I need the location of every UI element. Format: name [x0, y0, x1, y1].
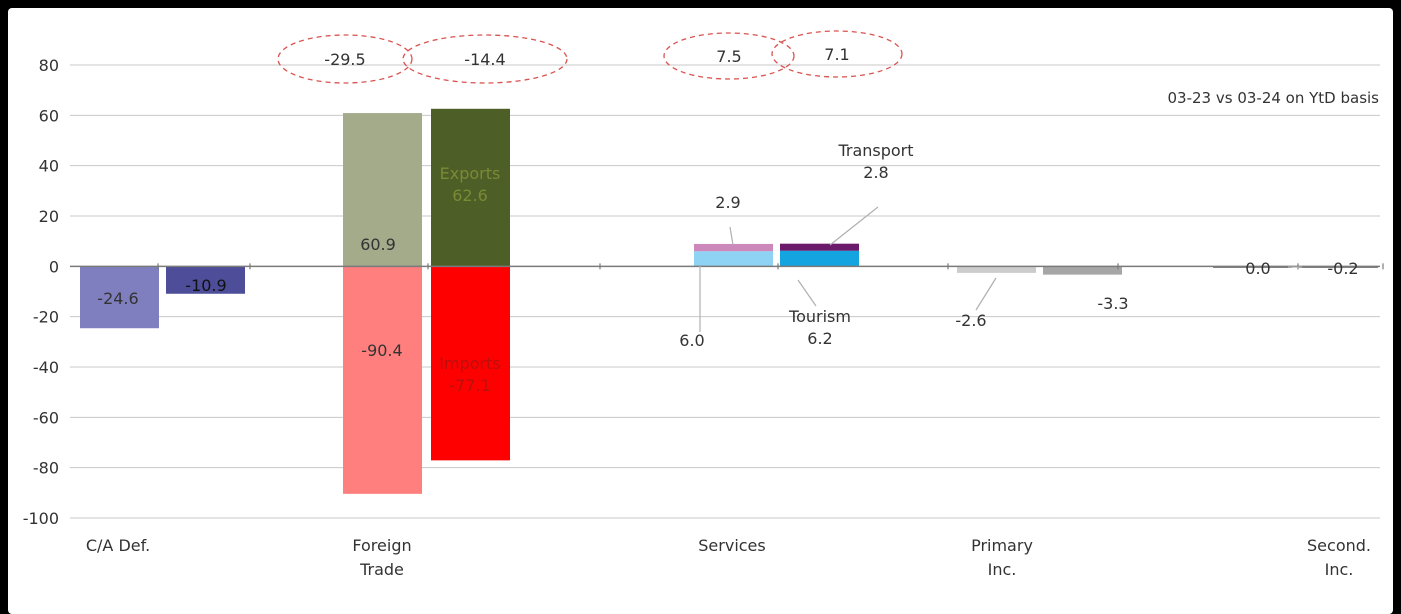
data-label-tourism-2024: 6.2 [807, 329, 832, 348]
y-tick-label: 80 [39, 56, 59, 75]
data-label-transport-2024: 2.8 [863, 163, 888, 182]
y-tick-label: -40 [33, 358, 59, 377]
balance-annotation-ellipse [402, 34, 568, 84]
y-tick-label: -100 [23, 509, 59, 528]
bar-segment [166, 266, 245, 294]
leader-line [975, 277, 997, 311]
data-label-tourism-2023: 6.0 [679, 331, 704, 350]
balance-of-payments-chart: 80 60 40 20 0 -20 -40 -60 -80 -100 03-23 vs 03-24 … [23, 30, 1384, 579]
balance-annotation-label: 7.5 [716, 47, 741, 66]
data-label-transport-2023: 2.9 [715, 193, 740, 212]
data-label-exports-2023: 60.9 [360, 235, 396, 254]
data-label-imports-2023: -90.4 [361, 341, 402, 360]
chart-subtitle: 03-23 vs 03-24 on YtD basis [1168, 89, 1380, 107]
category-label: Foreign [352, 536, 411, 555]
bar-segment [431, 108, 510, 267]
data-label-imports-2024: Imports [439, 354, 500, 373]
bar-segment [780, 250, 859, 267]
chart-frame: 80 60 40 20 0 -20 -40 -60 -80 -100 03-23 vs 03-24 … [8, 8, 1393, 614]
data-label-imports-2024: -77.1 [449, 376, 490, 395]
category-label: Second. [1307, 536, 1371, 555]
y-tick-label: -60 [33, 408, 59, 427]
data-label-exports-2024: 62.6 [452, 186, 488, 205]
data-label-exports-2024: Exports [440, 164, 501, 183]
data-label-transport-2024: Transport [837, 141, 913, 160]
bar-segment [957, 266, 1036, 273]
data-label-secondary-2024: -0.2 [1327, 259, 1358, 278]
balance-annotation-label: -14.4 [464, 50, 505, 69]
data-label-primary-2023: -2.6 [955, 311, 986, 330]
balance-annotation-ellipse [771, 30, 903, 78]
y-tick-label: 40 [39, 157, 59, 176]
data-label-tourism-2024: Tourism [788, 307, 851, 326]
y-tick-label: -80 [33, 459, 59, 478]
y-tick-label: 60 [39, 106, 59, 125]
bar-segment [80, 266, 159, 329]
category-label: Primary [971, 536, 1033, 555]
leader-line [829, 206, 879, 246]
leader-line [797, 279, 817, 307]
bar-segment [1043, 266, 1122, 275]
data-label-secondary-2023: 0.0 [1245, 259, 1270, 278]
balance-annotation-label: 7.1 [824, 45, 849, 64]
category-label: Trade [359, 560, 404, 579]
category-label: Inc. [988, 560, 1017, 579]
bar-segment [343, 113, 422, 267]
bar-segment [694, 251, 773, 267]
data-label-ca-2024: -10.9 [185, 276, 226, 295]
category-label: C/A Def. [86, 536, 150, 555]
balance-annotation-ellipse [277, 34, 413, 84]
y-tick-label: -20 [33, 308, 59, 327]
balance-annotation-ellipse [663, 32, 795, 80]
leader-line [729, 226, 734, 246]
data-label-primary-2024: -3.3 [1097, 294, 1128, 313]
bar-segment [431, 266, 510, 461]
y-tick-label: 20 [39, 207, 59, 226]
category-label: Services [698, 536, 765, 555]
bar-segment [780, 243, 859, 251]
balance-annotation-label: -29.5 [324, 50, 365, 69]
bar-segment [694, 243, 773, 252]
category-label: Inc. [1325, 560, 1354, 579]
bar-segment [343, 266, 422, 494]
y-tick-label: 0 [49, 257, 59, 276]
data-label-ca-2023: -24.6 [97, 289, 138, 308]
